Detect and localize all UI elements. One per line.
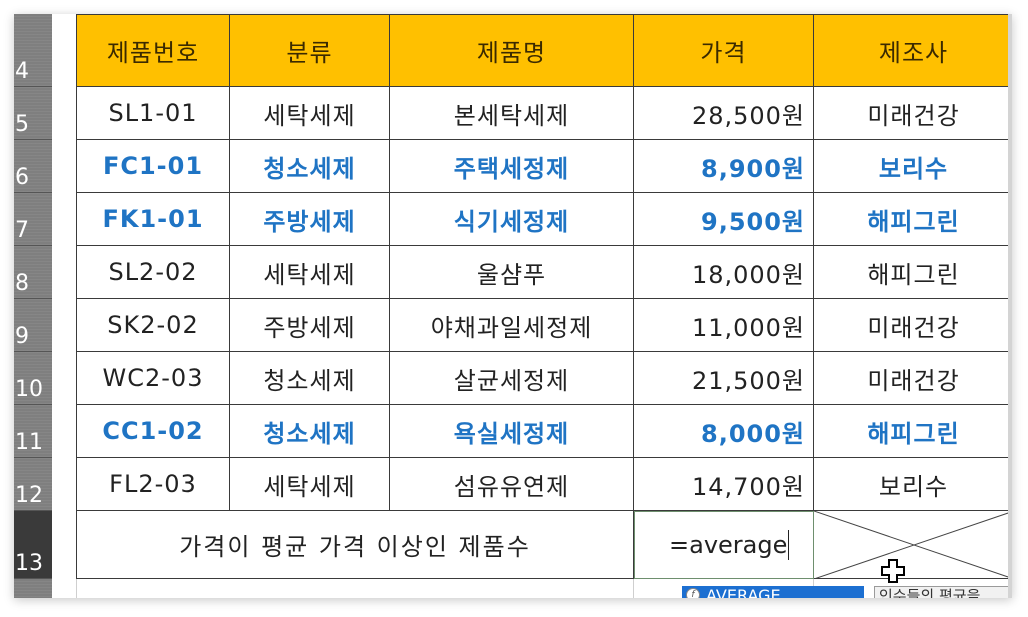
cell-maker[interactable]: 해피그린	[814, 193, 1012, 246]
function-tooltip: 인수들의 평균을	[874, 586, 1012, 598]
row-header-partial[interactable]	[14, 579, 52, 598]
function-icon: f	[686, 588, 700, 598]
header-cell-maker[interactable]: 제조사	[814, 14, 1012, 87]
cell-name[interactable]: 본세탁세제	[390, 87, 634, 140]
header-cell-category[interactable]: 분류	[230, 14, 390, 87]
header-cell-price[interactable]: 가격	[634, 14, 814, 87]
cell-name[interactable]: 울샴푸	[390, 246, 634, 299]
cell-id[interactable]: FC1-01	[76, 140, 230, 193]
cell-maker[interactable]: 보리수	[814, 458, 1012, 511]
cell-maker[interactable]: 미래건강	[814, 352, 1012, 405]
empty-cell[interactable]	[76, 579, 634, 598]
cell-price[interactable]: 18,000원	[634, 246, 814, 299]
cell-price[interactable]: 8,000원	[634, 405, 814, 458]
row-header-9[interactable]: 9	[14, 299, 52, 352]
cell-category[interactable]: 세탁세제	[230, 458, 390, 511]
cell-category[interactable]: 세탁세제	[230, 87, 390, 140]
cell-name[interactable]: 야채과일세정제	[390, 299, 634, 352]
cell-category[interactable]: 청소세제	[230, 140, 390, 193]
autocomplete-item-average[interactable]: f AVERAGE	[682, 586, 864, 598]
formula-text: =average	[669, 531, 788, 559]
cell-maker[interactable]: 미래건강	[814, 299, 1012, 352]
cell-id[interactable]: FL2-03	[76, 458, 230, 511]
cell-name[interactable]: 주택세정제	[390, 140, 634, 193]
row-header-8[interactable]: 8	[14, 246, 52, 299]
cell-id[interactable]: SL2-02	[76, 246, 230, 299]
autocomplete-item-label: AVERAGE	[706, 586, 781, 598]
cell-price[interactable]: 21,500원	[634, 352, 814, 405]
cell-maker[interactable]: 미래건강	[814, 87, 1012, 140]
cell-name[interactable]: 섬유유연제	[390, 458, 634, 511]
cell-price[interactable]: 8,900원	[634, 140, 814, 193]
cell-name[interactable]: 식기세정제	[390, 193, 634, 246]
cell-maker[interactable]: 해피그린	[814, 246, 1012, 299]
diagonal-lines	[814, 511, 1012, 578]
cell-price[interactable]: 11,000원	[634, 299, 814, 352]
summary-label-cell[interactable]: 가격이 평균 가격 이상인 제품수	[76, 511, 634, 579]
spreadsheet-window: 4 5 6 7 8 9 10 11 12 13 제품번호 분류 제품명 가격 제조사 SL1-01 세탁세제 본…	[14, 14, 1012, 598]
cell-maker[interactable]: 해피그린	[814, 405, 1012, 458]
cell-id[interactable]: SK2-02	[76, 299, 230, 352]
row-header-12[interactable]: 12	[14, 458, 52, 511]
row-header-6[interactable]: 6	[14, 140, 52, 193]
formula-edit-cell[interactable]: =average	[634, 511, 814, 579]
column-a-cells[interactable]	[52, 14, 76, 598]
row-header-4[interactable]: 4	[14, 14, 52, 87]
header-cell-id[interactable]: 제품번호	[76, 14, 230, 87]
row-header-10[interactable]: 10	[14, 352, 52, 405]
cell-category[interactable]: 청소세제	[230, 405, 390, 458]
text-caret	[788, 530, 790, 560]
row-header-11[interactable]: 11	[14, 405, 52, 458]
cell-price[interactable]: 14,700원	[634, 458, 814, 511]
diagonal-cell[interactable]	[814, 511, 1012, 579]
row-header-13[interactable]: 13	[14, 511, 52, 579]
cell-id[interactable]: FK1-01	[76, 193, 230, 246]
cell-name[interactable]: 욕실세정제	[390, 405, 634, 458]
cell-id[interactable]: CC1-02	[76, 405, 230, 458]
row-header-5[interactable]: 5	[14, 87, 52, 140]
cell-id[interactable]: SL1-01	[76, 87, 230, 140]
cell-select-cursor-icon	[881, 559, 905, 583]
cell-category[interactable]: 청소세제	[230, 352, 390, 405]
cell-name[interactable]: 살균세정제	[390, 352, 634, 405]
cell-id[interactable]: WC2-03	[76, 352, 230, 405]
window-edge	[1008, 14, 1012, 598]
cell-maker[interactable]: 보리수	[814, 140, 1012, 193]
row-header-7[interactable]: 7	[14, 193, 52, 246]
header-cell-name[interactable]: 제품명	[390, 14, 634, 87]
cell-price[interactable]: 9,500원	[634, 193, 814, 246]
cell-price[interactable]: 28,500원	[634, 87, 814, 140]
cell-category[interactable]: 주방세제	[230, 299, 390, 352]
cell-category[interactable]: 주방세제	[230, 193, 390, 246]
cell-category[interactable]: 세탁세제	[230, 246, 390, 299]
